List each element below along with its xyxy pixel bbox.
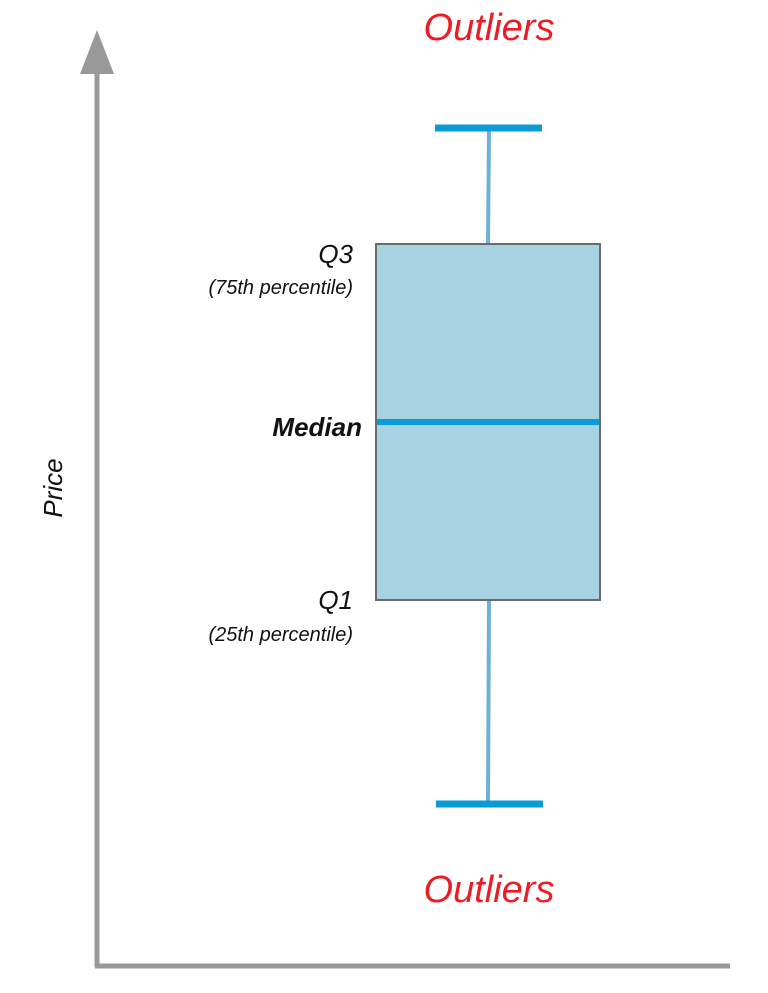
q3-label: Q3 [318,239,353,269]
y-axis-label: Price [38,458,68,517]
lower-whisker-line [486,600,491,805]
upper-whisker-line [486,129,491,245]
q1-label: Q1 [318,585,353,615]
outliers-bottom-label: Outliers [424,869,555,911]
y-axis-arrow-icon [80,30,114,74]
median-label: Median [272,412,362,442]
q1-percentile-note: (25th percentile) [208,624,353,646]
outliers-top-label: Outliers [424,7,555,49]
q3-percentile-note: (75th percentile) [208,277,353,299]
